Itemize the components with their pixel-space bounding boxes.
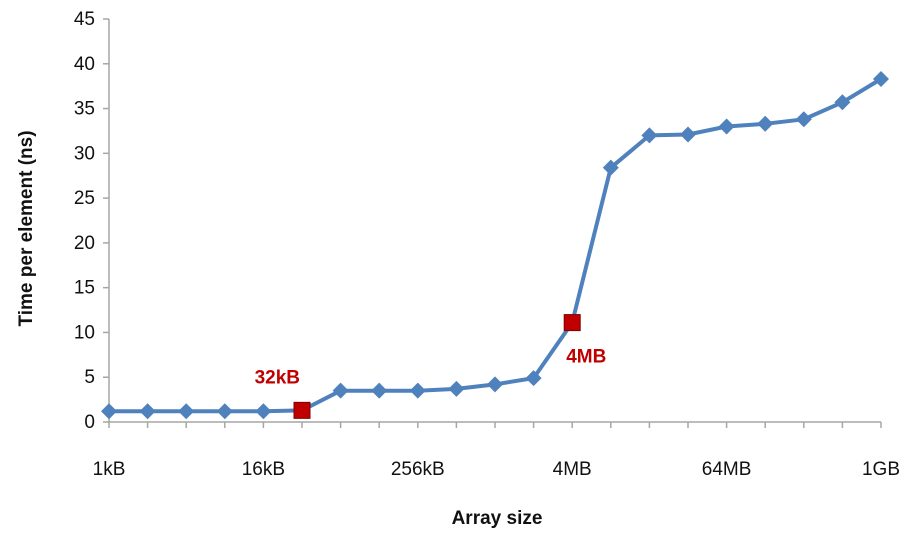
x-tick-label: 1GB xyxy=(862,459,900,480)
data-point xyxy=(757,115,774,132)
data-point xyxy=(448,380,465,397)
y-axis-title: Time per element (ns) xyxy=(16,130,37,326)
x-tick-label: 256kB xyxy=(391,459,445,480)
annotation-label: 4MB xyxy=(566,347,606,368)
y-tick-label: 5 xyxy=(84,367,95,388)
y-tick-label: 0 xyxy=(84,412,95,433)
data-point xyxy=(602,159,619,176)
y-tick-label: 45 xyxy=(74,9,95,30)
data-point xyxy=(487,376,503,393)
data-point xyxy=(409,382,426,399)
data-point xyxy=(718,118,735,135)
y-tick-label: 10 xyxy=(74,322,95,343)
data-point xyxy=(680,126,696,143)
data-point xyxy=(873,71,889,88)
x-axis-title: Array size xyxy=(452,508,543,529)
data-point xyxy=(332,382,349,399)
data-point xyxy=(255,403,272,420)
y-tick-label: 40 xyxy=(74,54,95,75)
y-tick-label: 25 xyxy=(74,188,95,209)
y-tick-label: 20 xyxy=(74,233,95,254)
data-point xyxy=(216,403,233,420)
y-tick-label: 15 xyxy=(74,278,95,299)
data-point xyxy=(795,111,812,128)
data-point xyxy=(139,403,156,420)
data-point xyxy=(641,127,658,144)
data-point xyxy=(525,370,542,387)
data-point xyxy=(178,403,195,420)
y-tick-label: 30 xyxy=(74,143,95,164)
data-point xyxy=(834,94,851,111)
annotation-label: 32kB xyxy=(255,367,300,388)
x-tick-label: 4MB xyxy=(553,459,592,480)
data-point xyxy=(371,382,388,399)
x-axis-ticks: 1kB 16kB 256kB 4MB 64MB 1GB xyxy=(93,422,900,480)
x-tick-label: 64MB xyxy=(702,459,752,480)
annotations: 32kB 4MB xyxy=(255,347,607,389)
y-axis-ticks: 0 5 10 15 20 25 30 35 40 45 xyxy=(74,9,109,433)
x-tick-label: 1kB xyxy=(93,459,126,480)
x-tick-label: 16kB xyxy=(242,459,285,480)
data-point xyxy=(101,403,117,420)
y-tick-label: 35 xyxy=(74,99,95,120)
data-points xyxy=(101,71,889,420)
highlight-point xyxy=(563,314,581,332)
highlight-point xyxy=(293,401,311,419)
